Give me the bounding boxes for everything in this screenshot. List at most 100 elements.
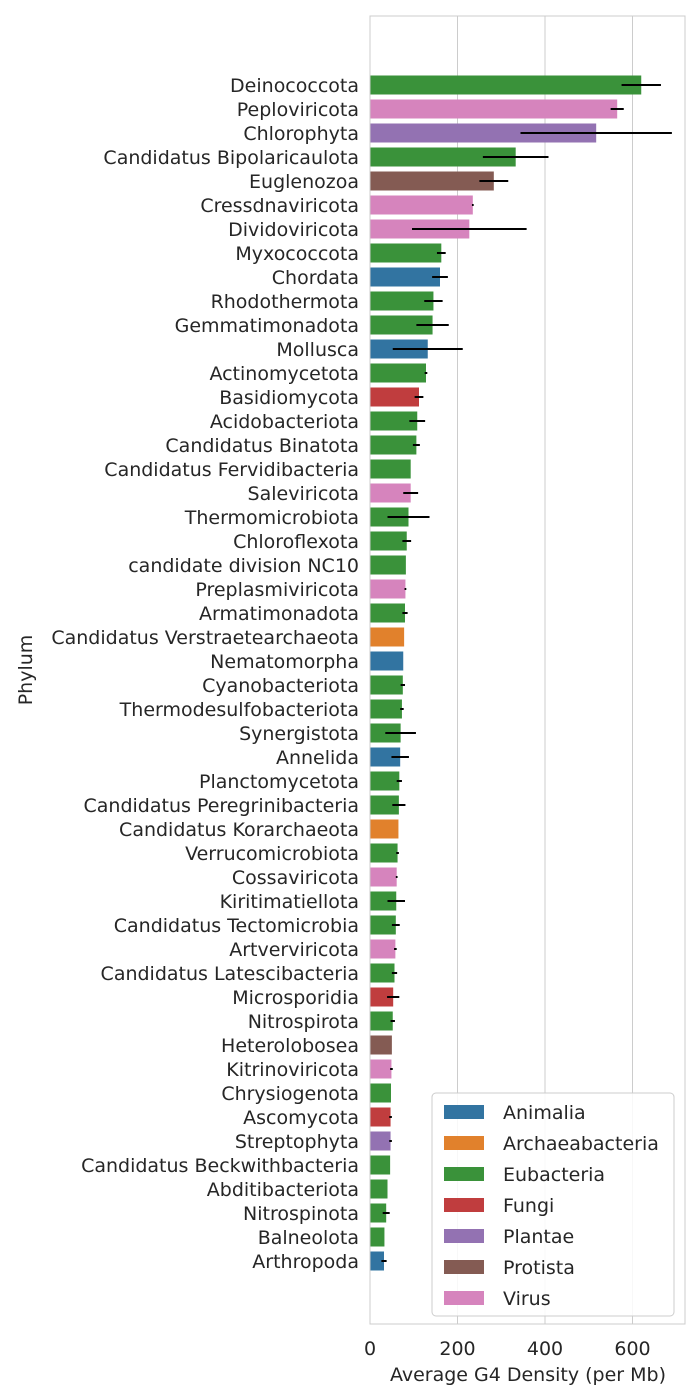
y-tick-label: Candidatus Korarchaeota xyxy=(119,819,359,841)
bar xyxy=(370,555,406,575)
y-tick-label: Candidatus Fervidibacteria xyxy=(104,459,359,481)
y-tick-label: candidate division NC10 xyxy=(128,555,359,577)
legend-swatch xyxy=(444,1167,484,1181)
bar xyxy=(370,99,618,119)
x-tick-label: 400 xyxy=(527,1338,563,1360)
legend-frame xyxy=(431,1092,675,1317)
bar xyxy=(370,891,397,911)
bar xyxy=(370,627,405,647)
y-tick-label: Arthropoda xyxy=(252,1251,359,1273)
y-tick-label: Abditibacteriota xyxy=(207,1179,359,1201)
y-tick-label: Mollusca xyxy=(276,339,359,361)
y-tick-label: Cressdnaviricota xyxy=(200,195,359,217)
bar xyxy=(370,963,395,983)
y-axis-label: Phylum xyxy=(15,635,37,706)
bar xyxy=(370,531,407,551)
bar xyxy=(370,1227,385,1247)
bar xyxy=(370,195,473,215)
bar xyxy=(370,987,394,1007)
x-tick-label: 0 xyxy=(364,1338,376,1360)
y-tick-label: Streptophyta xyxy=(235,1131,359,1153)
bar xyxy=(370,771,400,791)
bar xyxy=(370,267,440,287)
bar xyxy=(370,387,419,407)
bar xyxy=(370,1083,391,1103)
plot-frame xyxy=(369,15,686,1325)
y-tick-label: Deinococcota xyxy=(230,75,359,97)
bar xyxy=(370,843,398,863)
y-tick-label: Gemmatimonadota xyxy=(175,315,359,337)
y-tick-label: Thermodesulfobacteriota xyxy=(119,699,359,721)
legend-label: Fungi xyxy=(503,1195,554,1217)
bar xyxy=(370,939,396,959)
y-tick-label: Synergistota xyxy=(239,723,359,745)
y-tick-label: Chordata xyxy=(272,267,359,289)
legend-swatch xyxy=(444,1260,484,1274)
y-tick-label: Ascomycota xyxy=(243,1107,359,1129)
bars xyxy=(370,75,642,1271)
bar xyxy=(370,123,597,143)
bar xyxy=(370,675,403,695)
y-tick-label: Armatimonadota xyxy=(199,603,359,625)
y-tick-label: Kiritimatiellota xyxy=(220,891,359,913)
error-bars xyxy=(381,84,672,1262)
bar xyxy=(370,1035,392,1055)
y-tick-label: Candidatus Tectomicrobia xyxy=(114,915,359,937)
bar xyxy=(370,1131,391,1151)
bar xyxy=(370,579,406,599)
legend-swatch xyxy=(444,1105,484,1119)
y-tick-label: Thermomicrobiota xyxy=(184,507,359,529)
legend: Animalia Archaeabacteria Eubacteria Fungi Pl… xyxy=(431,1092,675,1317)
y-tick-label: Microsporidia xyxy=(232,987,359,1009)
bar xyxy=(370,867,397,887)
legend-label: Animalia xyxy=(503,1102,586,1124)
y-tick-label: Preplasmiviricota xyxy=(195,579,359,601)
bar xyxy=(370,819,399,839)
y-tick-label: Nitrospinota xyxy=(243,1203,359,1225)
y-tick-label: Dividoviricota xyxy=(228,219,359,241)
y-tick-label: Acidobacteriota xyxy=(210,411,359,433)
y-tick-label: Candidatus Bipolaricaulota xyxy=(103,147,359,169)
y-tick-label: Candidatus Binatota xyxy=(165,435,359,457)
y-tick-label: Nitrospirota xyxy=(248,1011,359,1033)
bar xyxy=(370,1155,391,1175)
legend-label: Archaeabacteria xyxy=(503,1133,659,1155)
y-tick-label: Chrysiogenota xyxy=(221,1083,359,1105)
bar xyxy=(370,651,404,671)
bar xyxy=(370,603,405,623)
bar xyxy=(370,1107,391,1127)
y-tick-label: Verrucomicrobiota xyxy=(185,843,359,865)
y-tick-label: Balneolota xyxy=(258,1227,359,1249)
y-tick-label: Actinomycetota xyxy=(209,363,359,385)
y-tick-label: Saleviricota xyxy=(248,483,359,505)
y-tick-label: Candidatus Peregrinibacteria xyxy=(84,795,359,817)
y-tick-label: Cossaviricota xyxy=(232,867,359,889)
bar xyxy=(370,1011,393,1031)
y-tick-label: Candidatus Beckwithbacteria xyxy=(81,1155,359,1177)
bar xyxy=(370,291,434,311)
y-tick-labels: DeinococcotaPeploviricotaChlorophytaCand… xyxy=(51,75,359,1273)
y-tick-label: Candidatus Verstraetearchaeota xyxy=(51,627,359,649)
y-tick-label: Basidiomycota xyxy=(219,387,359,409)
legend-swatch xyxy=(444,1198,484,1212)
bar xyxy=(370,315,433,335)
legend-label: Virus xyxy=(503,1288,551,1310)
legend-swatch xyxy=(444,1229,484,1243)
y-tick-label: Chlorophyta xyxy=(243,123,359,145)
y-tick-label: Cyanobacteriota xyxy=(202,675,359,697)
y-tick-label: Rhodothermota xyxy=(211,291,359,313)
bar xyxy=(370,747,401,767)
bar xyxy=(370,795,399,815)
bar xyxy=(370,1059,392,1079)
y-tick-label: Chloroflexota xyxy=(233,531,359,553)
bar xyxy=(370,1251,384,1271)
legend-swatch xyxy=(444,1136,484,1150)
legend-swatch xyxy=(444,1291,484,1305)
y-tick-label: Heterolobosea xyxy=(221,1035,359,1057)
x-tick-labels: 0 200 400 600 xyxy=(364,1338,651,1360)
bar xyxy=(370,1179,388,1199)
bar xyxy=(370,459,411,479)
bar xyxy=(370,915,396,935)
y-tick-label: Nematomorpha xyxy=(210,651,359,673)
